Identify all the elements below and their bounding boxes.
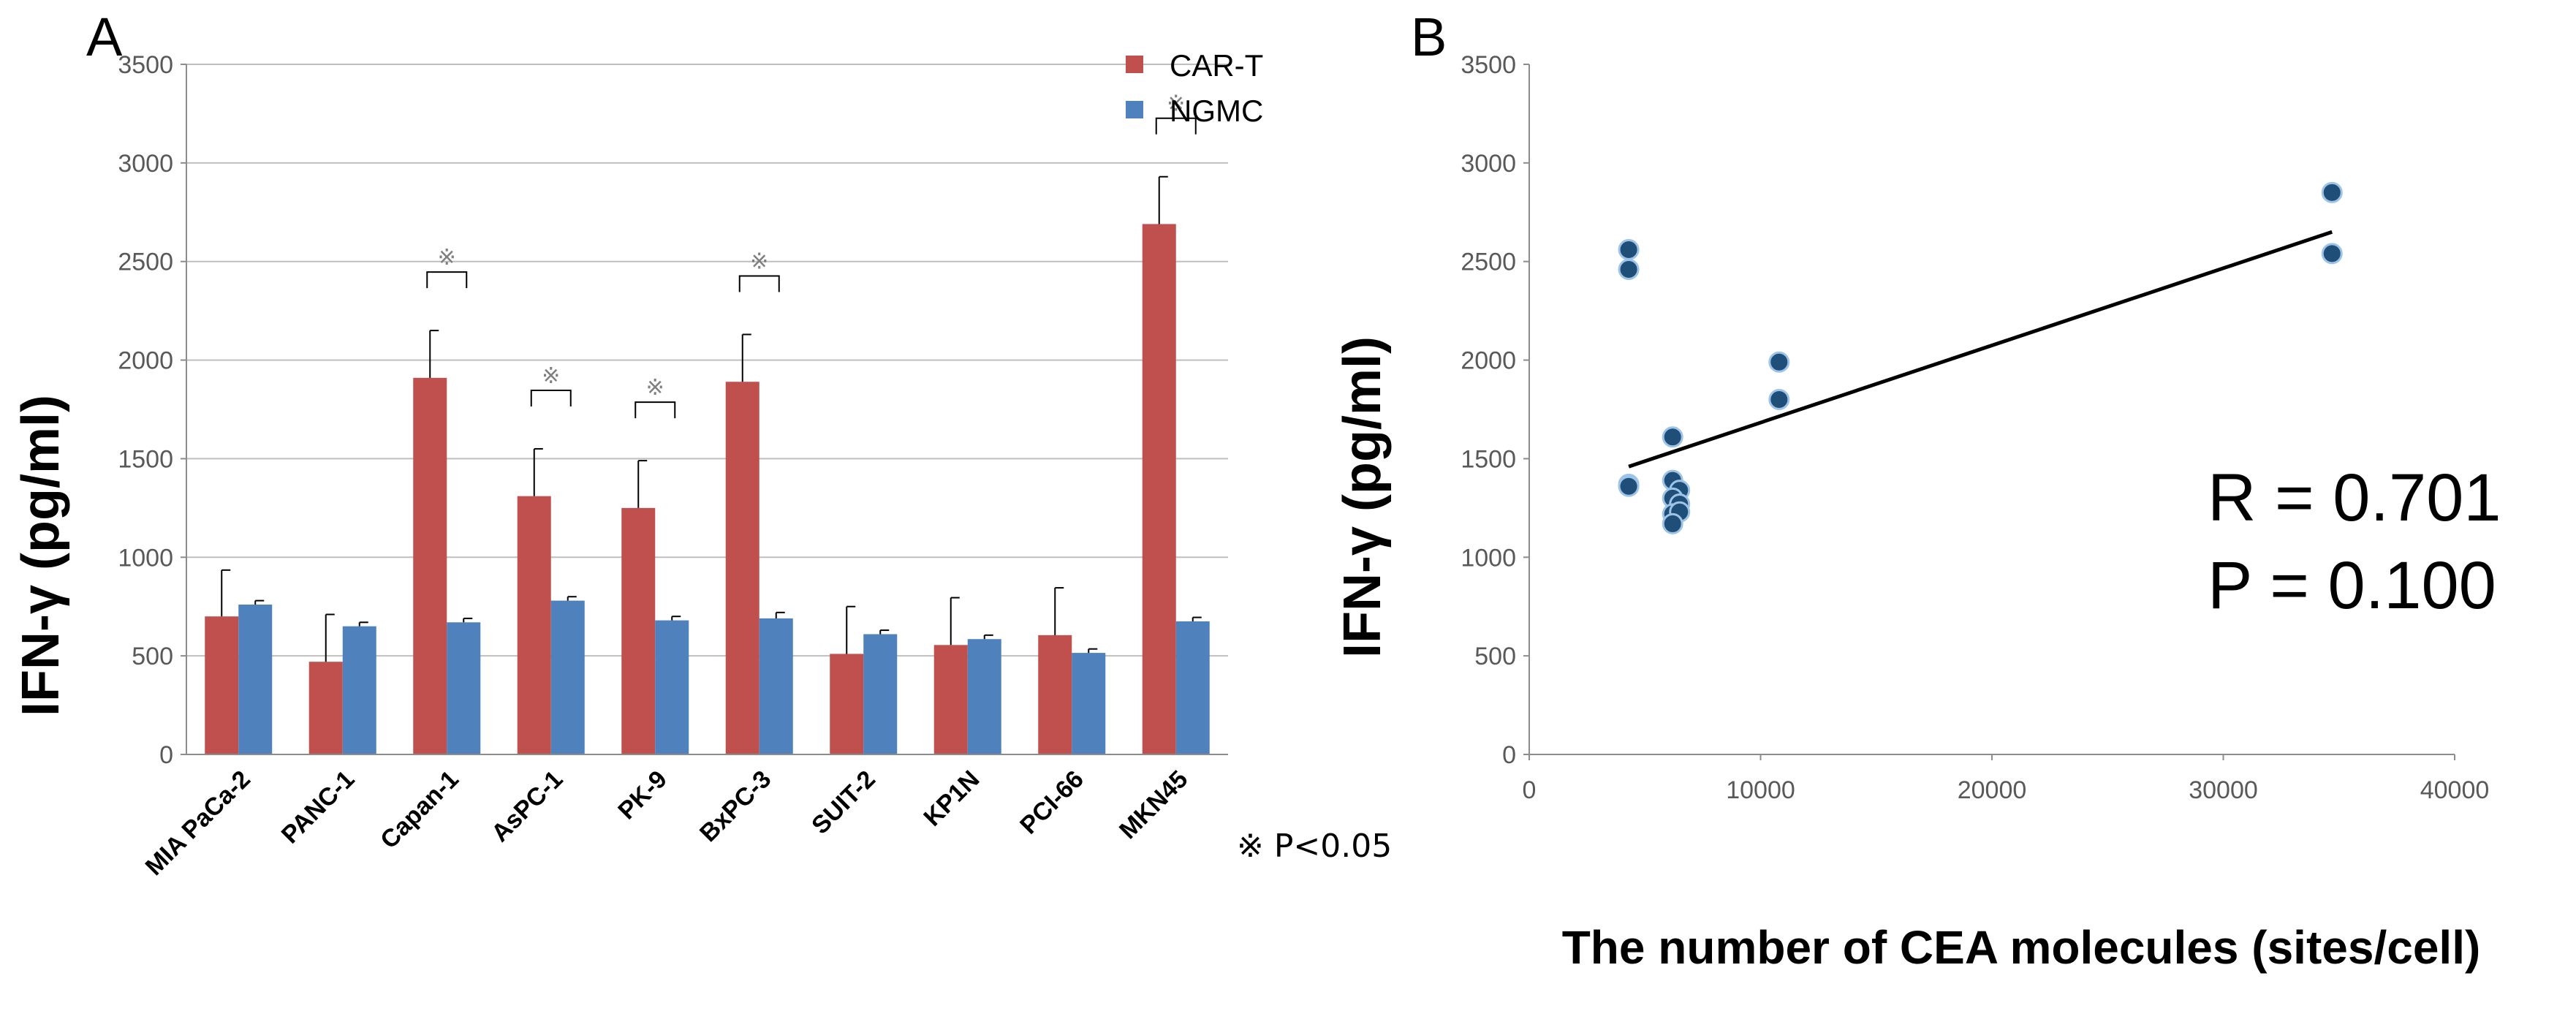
x-tick-label: 40000 xyxy=(2420,776,2490,804)
trendline xyxy=(1628,230,2333,469)
panel-a-gridlines xyxy=(186,64,1228,657)
significance-bracket xyxy=(738,275,780,292)
scatter-point xyxy=(1618,475,1640,497)
panel-b: B 0 500 1000 1500 2000 2500 3000 3500 0 10000 2000… xyxy=(1333,7,2501,974)
panel-a-label: A xyxy=(86,7,123,67)
bar-car-t-kp1n xyxy=(933,645,968,754)
bar-car-t-pk-9 xyxy=(621,507,656,754)
panel-a-tick-labels: 0 500 1000 1500 2000 2500 3000 3500 xyxy=(118,51,173,769)
significance-marker: ※ xyxy=(542,363,560,389)
x-category-label: MIA PaCa-2 xyxy=(140,765,256,881)
x-tick-label: 10000 xyxy=(1726,776,1795,804)
significance-bracket xyxy=(530,389,572,406)
panel-a-category-labels: MIA PaCa-2 PANC-1 Capan-1 AsPC-1 PK-9 BxPC-3 S… xyxy=(140,765,1194,881)
panel-b-axes xyxy=(1523,64,2455,760)
r-value-annotation: R = 0.701 xyxy=(2208,461,2501,535)
x-category-label: BxPC-3 xyxy=(694,765,776,847)
panel-b-tick-labels: 0 500 1000 1500 2000 2500 3000 3500 0 10000 20000 3… xyxy=(1461,51,2489,804)
y-tick-label: 2000 xyxy=(1461,347,1516,375)
panel-a-y-axis-label: IFN-γ (pg/ml) xyxy=(12,395,70,716)
x-category-label: PK-9 xyxy=(613,765,673,825)
panel-a-legend: CAR-T NGMC xyxy=(1126,48,1263,128)
scatter-point xyxy=(1618,259,1640,281)
x-tick-label: 20000 xyxy=(1958,776,2027,804)
scatter-point xyxy=(1662,512,1683,534)
legend-label-car-t: CAR-T xyxy=(1170,48,1263,83)
panel-a: A 0 500 1000 1500 2000 2500 3000 3500 MIA PaCa-… xyxy=(12,7,1392,881)
x-category-label: PCI-66 xyxy=(1015,765,1089,840)
y-tick-label: 3500 xyxy=(118,51,173,79)
y-tick-label: 0 xyxy=(159,741,173,769)
bar-car-t-mia-paca-2 xyxy=(205,616,239,754)
significance-marker: ※ xyxy=(438,245,456,270)
y-tick-label: 2000 xyxy=(118,347,173,375)
x-tick-label: 30000 xyxy=(2189,776,2258,804)
bar-ngmc-panc-1 xyxy=(342,626,376,754)
x-category-label: KP1N xyxy=(918,765,985,832)
x-tick-label: 0 xyxy=(1523,776,1537,804)
x-category-label: Capan-1 xyxy=(375,765,464,855)
bar-car-t-panc-1 xyxy=(308,662,343,754)
panel-b-x-axis-label: The number of CEA molecules (sites/cell) xyxy=(1562,921,2481,974)
significance-note: ※ P<0.05 xyxy=(1237,828,1392,865)
x-category-label: AsPC-1 xyxy=(486,765,568,847)
bar-car-t-suit-2 xyxy=(830,654,864,754)
bar-car-t-aspc-1 xyxy=(517,496,551,754)
y-tick-label: 0 xyxy=(1502,741,1516,769)
y-tick-label: 3000 xyxy=(1461,150,1516,178)
scatter-point xyxy=(1662,426,1683,448)
bar-ngmc-suit-2 xyxy=(863,634,898,754)
significance-bracket xyxy=(1155,117,1197,135)
scatter-point xyxy=(1768,389,1790,411)
panel-b-points xyxy=(1618,181,2343,534)
bar-ngmc-pci-66 xyxy=(1072,653,1106,754)
y-tick-label: 500 xyxy=(132,643,173,670)
bar-car-t-bxpc-3 xyxy=(725,382,759,754)
legend-label-ngmc: NGMC xyxy=(1170,94,1263,128)
bar-ngmc-capan-1 xyxy=(447,622,481,754)
y-tick-label: 2500 xyxy=(1461,249,1516,276)
y-tick-label: 1500 xyxy=(1461,445,1516,473)
scatter-point xyxy=(2321,181,2343,203)
bar-ngmc-kp1n xyxy=(967,639,1001,754)
significance-marker: ※ xyxy=(750,249,768,275)
p-value-annotation: P = 0.100 xyxy=(2208,548,2496,623)
y-tick-label: 3000 xyxy=(118,150,173,178)
x-category-label: MKN45 xyxy=(1114,765,1193,844)
scatter-point xyxy=(1768,351,1790,373)
significance-bracket xyxy=(634,401,676,419)
scatter-point xyxy=(1618,239,1640,261)
panel-a-axes xyxy=(181,64,1228,755)
x-category-label: PANC-1 xyxy=(276,765,360,849)
bar-ngmc-bxpc-3 xyxy=(759,618,793,754)
bar-car-t-pci-66 xyxy=(1038,635,1072,754)
x-category-label: SUIT-2 xyxy=(806,765,881,840)
y-tick-label: 500 xyxy=(1474,643,1516,670)
scatter-point xyxy=(2321,243,2343,265)
panel-b-y-axis-label: IFN-γ (pg/ml) xyxy=(1333,336,1392,658)
significance-marker: ※ xyxy=(1167,91,1185,117)
bar-ngmc-aspc-1 xyxy=(550,600,585,754)
panel-a-bars xyxy=(205,175,1210,754)
y-tick-label: 3500 xyxy=(1461,51,1516,79)
legend-swatch-ngmc xyxy=(1126,101,1143,118)
bar-ngmc-pk-9 xyxy=(655,620,689,754)
bar-ngmc-mkn45 xyxy=(1175,621,1210,754)
y-tick-label: 1000 xyxy=(118,544,173,572)
y-tick-label: 1000 xyxy=(1461,544,1516,572)
significance-bracket xyxy=(426,271,468,289)
bar-car-t-capan-1 xyxy=(413,377,447,754)
bar-ngmc-mia-paca-2 xyxy=(238,605,273,754)
panel-b-label: B xyxy=(1411,7,1447,67)
bar-car-t-mkn45 xyxy=(1142,224,1176,754)
y-tick-label: 1500 xyxy=(118,445,173,473)
panel-a-significance-brackets: ※ ※ ※ ※ ※ xyxy=(426,91,1197,419)
significance-marker: ※ xyxy=(646,375,664,401)
legend-swatch-car-t xyxy=(1126,56,1143,73)
panel-b-trendline xyxy=(1628,230,2333,469)
y-tick-label: 2500 xyxy=(118,249,173,276)
